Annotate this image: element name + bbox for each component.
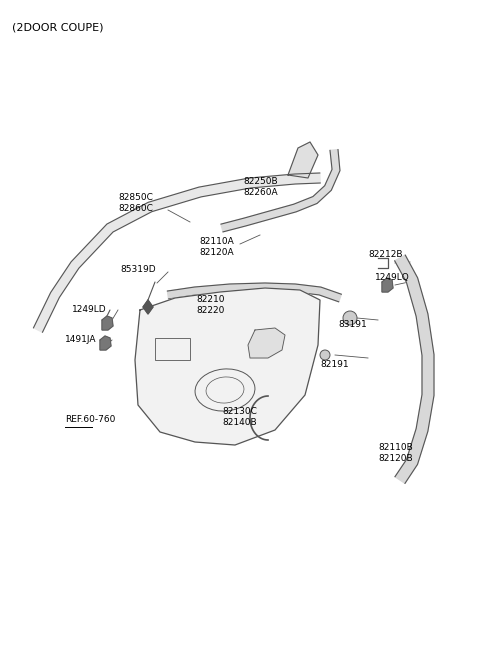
Polygon shape xyxy=(135,288,320,445)
Circle shape xyxy=(343,311,357,325)
Text: 82850C
82860C: 82850C 82860C xyxy=(118,193,153,213)
Text: 82210
82220: 82210 82220 xyxy=(196,295,225,315)
Text: 1249LD: 1249LD xyxy=(72,305,107,314)
Text: 85319D: 85319D xyxy=(120,265,156,274)
Text: 1249LQ: 1249LQ xyxy=(375,273,410,282)
Circle shape xyxy=(320,350,330,360)
Polygon shape xyxy=(288,142,318,178)
Bar xyxy=(155,338,190,360)
Text: 1491JA: 1491JA xyxy=(65,335,96,344)
Text: 82250B
82260A: 82250B 82260A xyxy=(243,177,277,197)
Text: 82110A
82120A: 82110A 82120A xyxy=(199,237,234,257)
Polygon shape xyxy=(382,278,393,292)
Polygon shape xyxy=(100,336,111,350)
Polygon shape xyxy=(102,316,113,330)
Polygon shape xyxy=(395,255,434,483)
Polygon shape xyxy=(248,328,285,358)
Polygon shape xyxy=(143,300,153,314)
Text: REF.60-760: REF.60-760 xyxy=(65,415,115,424)
Polygon shape xyxy=(221,150,340,232)
Text: 82130C
82140B: 82130C 82140B xyxy=(222,407,257,427)
Text: 83191: 83191 xyxy=(338,320,367,329)
Text: (2DOOR COUPE): (2DOOR COUPE) xyxy=(12,22,104,32)
Polygon shape xyxy=(34,173,320,332)
Polygon shape xyxy=(168,283,341,302)
Text: 82212B: 82212B xyxy=(368,250,403,259)
Text: 82110B
82120B: 82110B 82120B xyxy=(378,443,413,463)
Text: 82191: 82191 xyxy=(320,360,348,369)
